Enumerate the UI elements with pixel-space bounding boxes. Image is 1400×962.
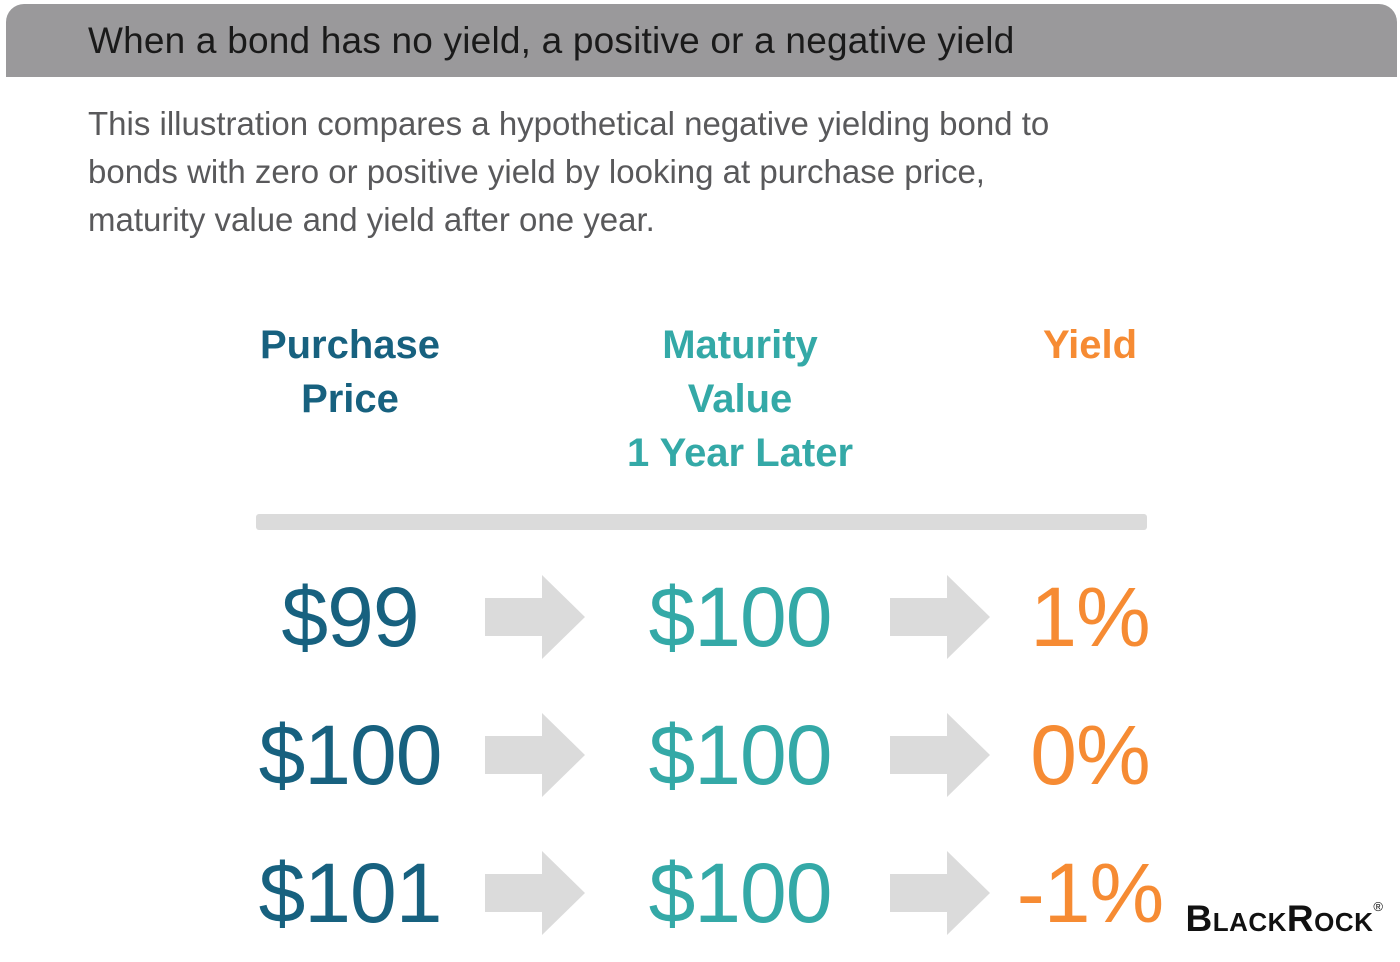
purchase-price-value: $100 [258,707,443,802]
maturity-value: $100 [648,569,833,664]
column-header-yield: Yield [1005,318,1175,372]
page-title: When a bond has no yield, a positive or … [88,20,1015,61]
arrow-right-icon [465,713,605,797]
blackrock-logo-text: BlackRock [1185,898,1374,939]
description-text: This illustration compares a hypothetica… [88,100,1328,244]
column-header-line: Purchase [259,323,441,367]
arrow-right-icon [875,851,1005,935]
description-line-2: bonds with zero or positive yield by loo… [88,153,985,190]
arrow-right-icon [875,575,1005,659]
description-line-3: maturity value and yield after one year. [88,201,655,238]
arrow-right-icon [465,851,605,935]
comparison-table: Purchase Price Maturity Value 1 Year Lat… [235,318,1175,962]
blackrock-logo: BlackRock® [1185,898,1383,940]
registered-trademark-icon: ® [1373,899,1383,914]
column-header-line: Price [301,377,399,421]
column-header-line: 1 Year Later [626,431,854,475]
arrow-right-icon [875,713,1005,797]
table-row: $101 $100 -1% [235,824,1175,962]
table-header-row: Purchase Price Maturity Value 1 Year Lat… [235,318,1175,480]
description-line-1: This illustration compares a hypothetica… [88,105,1050,142]
column-header-purchase-price: Purchase Price [235,318,465,426]
purchase-price-value: $99 [281,569,419,664]
table-row: $100 $100 0% [235,686,1175,824]
arrow-right-icon [465,575,605,659]
column-header-line: Yield [1042,323,1138,367]
maturity-value: $100 [648,845,833,940]
yield-value: 1% [1030,569,1150,664]
maturity-value: $100 [648,707,833,802]
purchase-price-value: $101 [258,845,443,940]
header-divider-bar [256,514,1147,530]
column-header-maturity-value: Maturity Value 1 Year Later [605,318,875,480]
yield-value: -1% [1016,845,1164,940]
yield-value: 0% [1030,707,1150,802]
title-bar: When a bond has no yield, a positive or … [6,4,1397,77]
column-header-line: Maturity Value [662,323,818,421]
table-row: $99 $100 1% [235,548,1175,686]
